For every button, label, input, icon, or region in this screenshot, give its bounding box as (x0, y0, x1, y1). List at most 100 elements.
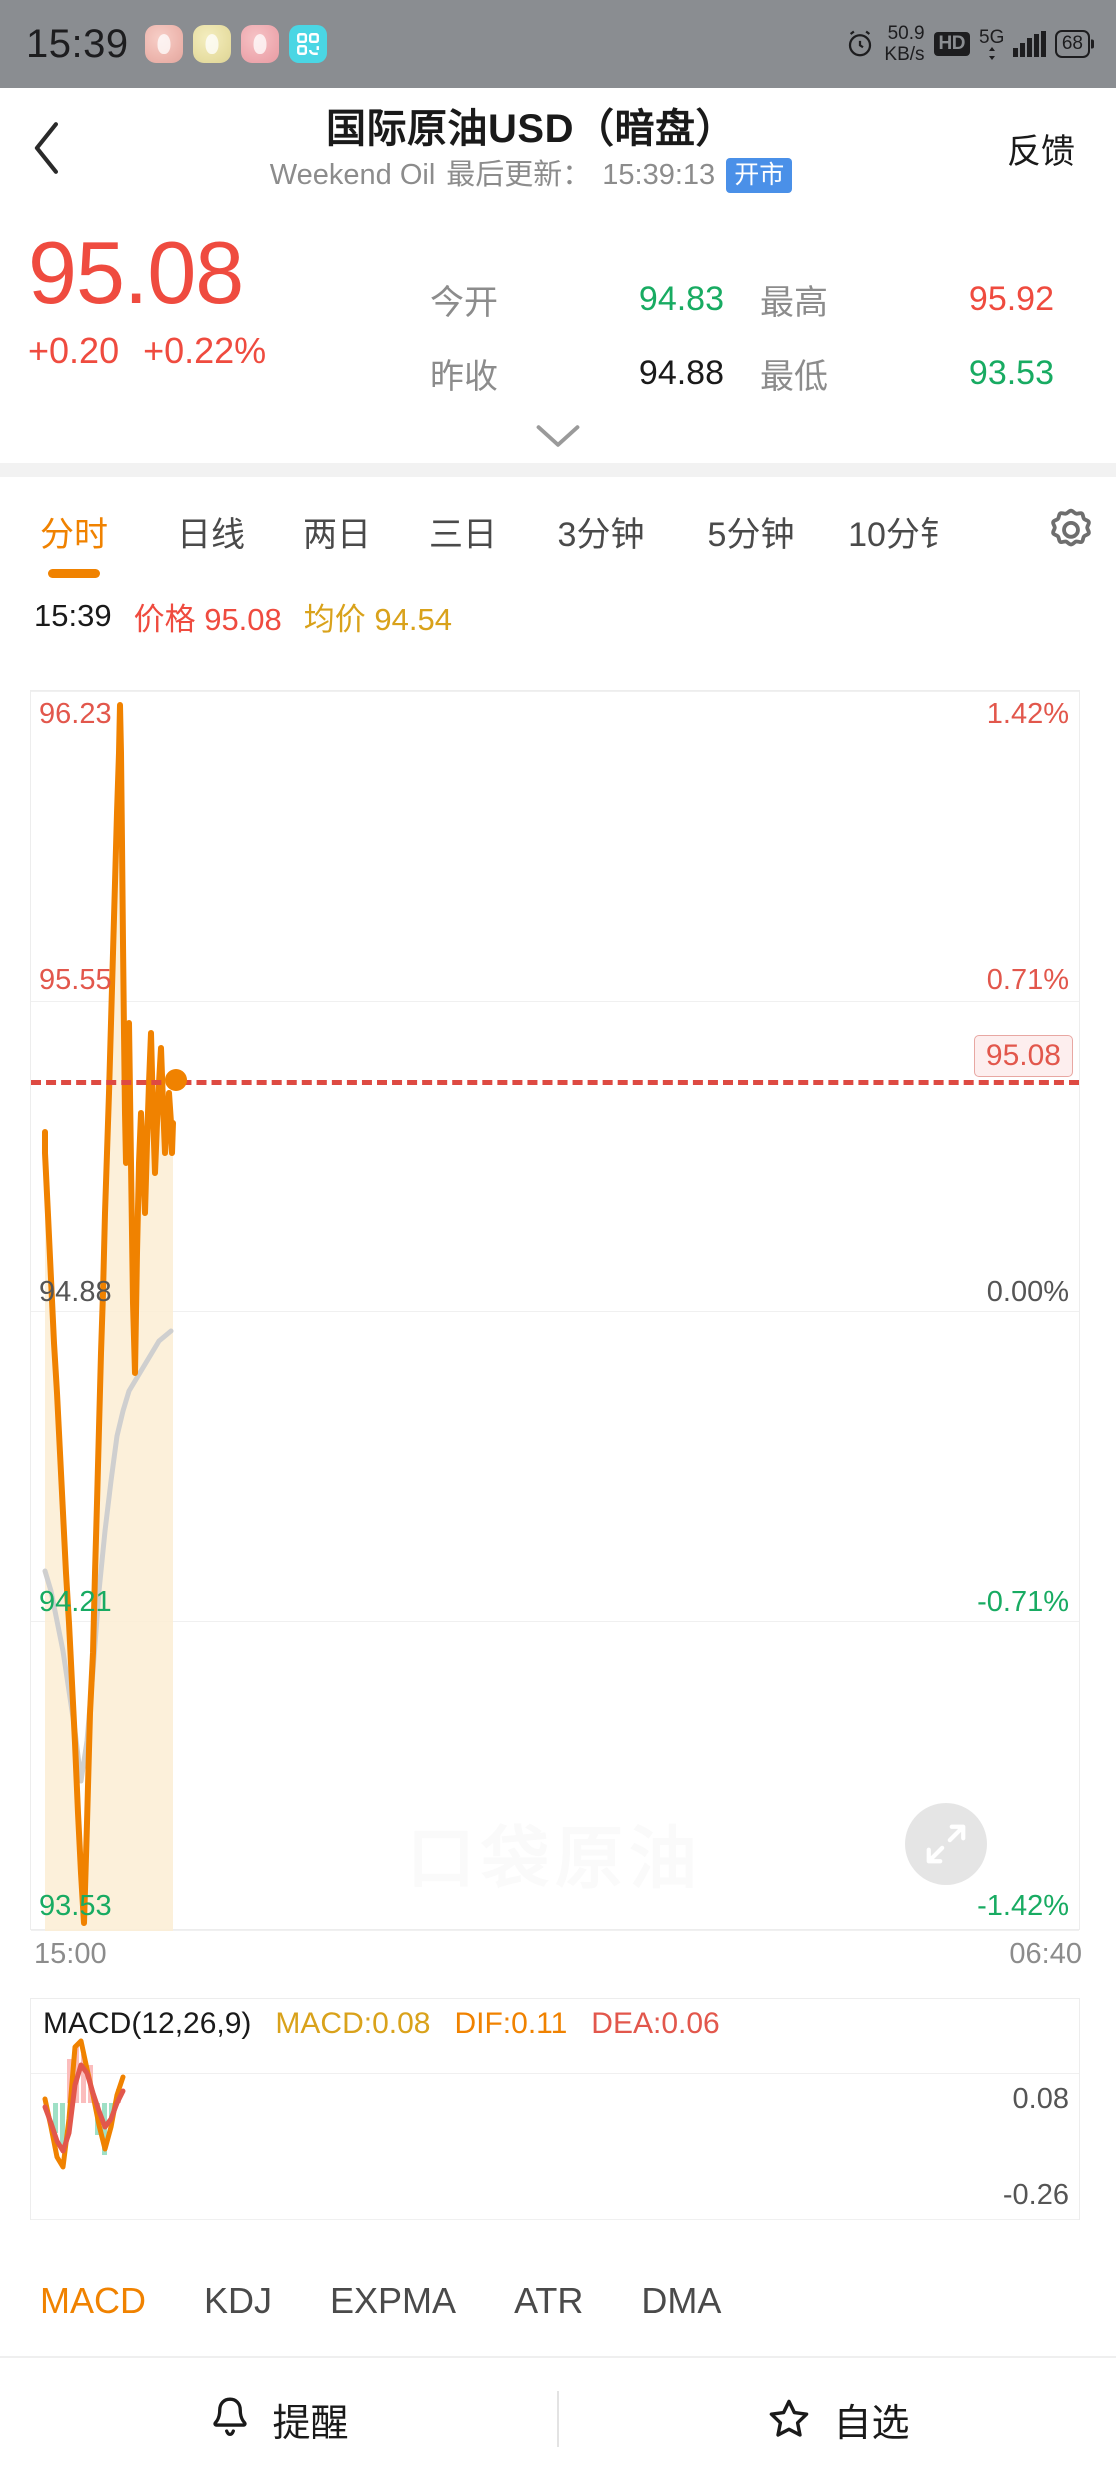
macd-gridline (31, 2073, 1079, 2074)
x-tick-end: 06:40 (1009, 1938, 1082, 1970)
macd-dif-line (42, 2038, 126, 2170)
x-tick-start: 15:00 (34, 1938, 107, 1970)
macd-chart[interactable]: MACD(12,26,9) MACD:0.08 DIF:0.11 DEA:0.0… (30, 1998, 1080, 2220)
page-title: 国际原油USD（暗盘） (326, 107, 736, 151)
macd-dea-value: DEA:0.06 (591, 2007, 720, 2040)
network-speed-unit: KB/s (884, 44, 925, 65)
quote-primary: 95.08 +0.20 +0.22% (28, 224, 266, 372)
quote-panel: 95.08 +0.20 +0.22% 今开 94.83 最高 95.92 昨收 … (0, 208, 1116, 463)
indicator-tab-macd[interactable]: MACD (40, 2280, 146, 2321)
section-divider-quote (0, 463, 1116, 477)
chart-gridline (31, 1621, 1079, 1622)
intraday-chart[interactable]: 口袋原油 95.08 96.23 95.55 94.88 94.21 93.53… (30, 690, 1080, 1931)
header-title-group: 国际原油USD（暗盘） Weekend Oil 最后更新： 15:39:13 开… (96, 101, 966, 195)
data-arrows-icon (988, 46, 995, 60)
y-tick-price-0: 96.23 (39, 698, 112, 730)
status-bar-clock: 15:39 (26, 21, 129, 66)
chart-info-time: 15:39 (34, 598, 112, 633)
stat-value-low: 93.53 (968, 353, 1054, 392)
watchlist-button[interactable]: 自选 (559, 2392, 1116, 2447)
indicator-tab-atr[interactable]: ATR (514, 2280, 584, 2321)
y-tick-price-2: 94.88 (39, 1276, 112, 1308)
period-tab-3min[interactable]: 3分钟 (557, 515, 645, 554)
stat-value-open: 94.83 (638, 279, 724, 318)
network-type-indicator: 5G (979, 26, 1005, 60)
chart-watermark: 口袋原油 (406, 1821, 703, 1897)
price-change-group: +0.20 +0.22% (28, 330, 266, 372)
last-updated-time: 15:39:13 (602, 159, 716, 191)
y-tick-percent-4: -1.42% (977, 1890, 1069, 1922)
y-tick-percent-1: 0.71% (986, 964, 1069, 996)
indicator-tab-expma[interactable]: EXPMA (330, 2280, 457, 2321)
y-tick-price-3: 94.21 (39, 1586, 112, 1618)
macd-dea-line (42, 2062, 126, 2154)
battery-icon: 68 (1054, 30, 1090, 58)
bell-icon (213, 2397, 248, 2437)
period-tab-bar: 分时 日线 两日 三日 3分钟 5分钟 10分钅 (0, 477, 1116, 585)
app-icon-yellow (192, 25, 231, 63)
last-price-dot (165, 1069, 187, 1091)
status-bar-indicators: 50.9 KB/s HD 5G 68 (845, 23, 1090, 65)
alert-button[interactable]: 提醒 (0, 2392, 557, 2447)
chart-average-line (42, 1328, 174, 1784)
stat-label-prev-close: 昨收 (430, 357, 498, 396)
fullscreen-expand-button[interactable] (905, 1803, 987, 1885)
chart-gridline (31, 691, 1079, 692)
period-tab-5min[interactable]: 5分钟 (707, 515, 795, 554)
gear-icon (1051, 508, 1091, 547)
period-tab-label: 分时 (40, 515, 108, 554)
macd-title: MACD(12,26,9) (43, 2007, 252, 2040)
indicator-tab-dma[interactable]: DMA (641, 2280, 722, 2321)
macd-gridline (31, 2219, 1079, 2220)
app-icon-pink2 (240, 25, 279, 63)
qr-scan-icon (288, 25, 327, 63)
macd-y-min: -0.26 (1002, 2179, 1069, 2211)
macd-legend: MACD(12,26,9) MACD:0.08 DIF:0.11 DEA:0.0… (43, 2007, 720, 2041)
period-tab-daily[interactable]: 日线 (177, 515, 245, 554)
app-header: 国际原油USD（暗盘） Weekend Oil 最后更新： 15:39:13 开… (0, 88, 1116, 208)
stat-value-high: 95.92 (968, 279, 1054, 318)
macd-y-max: 0.08 (1012, 2083, 1069, 2115)
chevron-left-icon (34, 122, 59, 174)
hd-icon: HD (933, 32, 970, 56)
period-tab-three-day[interactable]: 三日 (429, 515, 497, 554)
price-change-percent: +0.22% (143, 330, 267, 371)
chevron-down-icon (536, 425, 580, 447)
star-icon (770, 2399, 809, 2437)
chart-plot-area (42, 702, 176, 1931)
network-type-label: 5G (979, 26, 1005, 48)
chart-info-avg: 均价 94.54 (304, 594, 452, 639)
chart-info-row: 15:39 价格 95.08 均价 94.54 (0, 585, 1116, 647)
chart-settings-button[interactable] (1044, 502, 1098, 561)
alert-label: 提醒 (272, 2402, 349, 2445)
y-tick-percent-3: -0.71% (977, 1586, 1069, 1618)
back-button[interactable] (0, 88, 96, 208)
status-bar: 15:39 50.9 KB/s HD 5G (0, 0, 1116, 88)
chart-info-avg-label: 均价 (303, 601, 366, 637)
period-tab-fenshi[interactable]: 分时 (0, 507, 148, 578)
active-tab-underline (48, 568, 100, 578)
quote-stats-grid: 今开 94.83 最高 95.92 昨收 94.88 最低 93.53 (430, 262, 1090, 410)
price-change: +0.20 (28, 330, 120, 371)
y-tick-percent-2: 0.00% (986, 1276, 1069, 1308)
chart-area-fill (45, 703, 173, 1931)
indicator-tab-kdj[interactable]: KDJ (204, 2280, 273, 2321)
quote-expand-button[interactable] (0, 423, 1116, 449)
macd-plot-area (42, 2038, 126, 2170)
last-price-badge: 95.08 (973, 1035, 1073, 1077)
chart-gridline (31, 1930, 1079, 1931)
period-tab-10min[interactable]: 10分钅 (848, 515, 954, 554)
y-tick-price-1: 95.55 (39, 964, 112, 996)
feedback-button[interactable]: 反馈 (1007, 132, 1075, 171)
stat-value-prev-close: 94.88 (638, 353, 724, 392)
stat-label-low: 最低 (760, 357, 828, 396)
chart-price-line (42, 702, 176, 1926)
period-tab-two-day[interactable]: 两日 (303, 515, 371, 554)
network-speed-value: 50.9 (887, 23, 925, 44)
chart-info-price-value: 95.08 (204, 601, 282, 637)
header-subtitle: Weekend Oil 最后更新： 15:39:13 开市 (96, 155, 966, 195)
last-price-line (31, 1080, 1079, 1085)
y-tick-price-4: 93.53 (39, 1890, 112, 1922)
chart-x-axis: 15:00 06:40 (0, 1938, 1116, 1971)
chart-info-avg-value: 94.54 (374, 601, 452, 637)
